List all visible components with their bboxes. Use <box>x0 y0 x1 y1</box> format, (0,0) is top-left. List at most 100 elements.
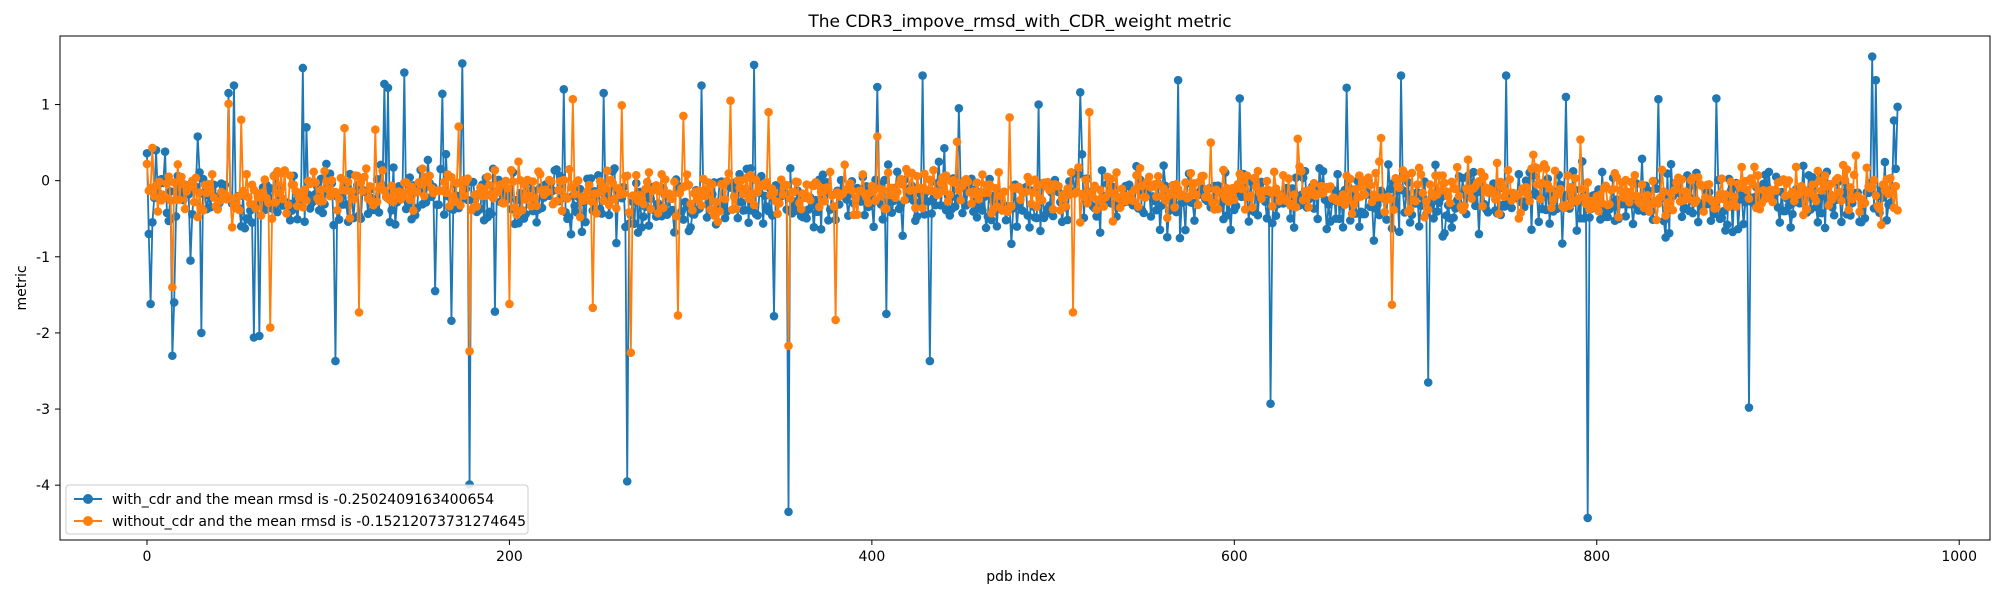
data-point <box>1423 378 1433 387</box>
data-point <box>320 166 329 176</box>
data-point <box>749 60 759 70</box>
data-point <box>532 218 541 227</box>
data-point <box>334 194 344 204</box>
data-point <box>1824 201 1834 210</box>
data-point <box>1146 212 1156 221</box>
data-point <box>1541 164 1551 173</box>
data-point <box>265 323 275 332</box>
data-point <box>660 175 670 184</box>
data-point <box>148 143 157 153</box>
data-point <box>1788 209 1797 219</box>
data-point <box>1548 196 1558 205</box>
data-point <box>332 205 342 215</box>
data-point <box>820 196 830 206</box>
data-point <box>860 210 869 220</box>
data-point <box>1173 75 1183 85</box>
legend-frame <box>65 484 529 535</box>
data-point <box>702 213 712 222</box>
data-point <box>898 180 907 189</box>
data-point <box>1625 198 1634 207</box>
data-point <box>162 179 172 188</box>
data-point <box>1891 164 1901 174</box>
data-point <box>186 256 195 265</box>
legend-marker-without-cdr <box>83 516 93 526</box>
data-point <box>778 190 788 200</box>
data-point <box>851 193 860 203</box>
data-point <box>343 177 353 187</box>
data-point <box>242 169 251 179</box>
data-point <box>365 182 375 191</box>
data-point <box>831 215 840 225</box>
data-point <box>782 180 791 190</box>
data-point <box>271 198 280 207</box>
data-point <box>764 107 773 117</box>
data-point <box>1837 196 1846 206</box>
data-point <box>702 185 712 195</box>
data-point <box>1230 195 1239 205</box>
data-point <box>144 229 154 239</box>
data-point <box>514 157 523 166</box>
data-point <box>612 238 621 248</box>
data-point <box>1471 201 1480 211</box>
data-point <box>566 183 576 192</box>
data-point <box>1349 200 1359 209</box>
data-point <box>1342 83 1351 93</box>
data-point <box>1266 399 1275 409</box>
data-point <box>1576 135 1585 144</box>
data-point <box>490 165 500 175</box>
data-point <box>300 217 309 226</box>
data-point <box>1603 212 1612 222</box>
data-point <box>1001 215 1011 225</box>
data-point <box>1115 203 1125 212</box>
data-point <box>1322 224 1332 234</box>
data-point <box>1289 190 1299 199</box>
data-point <box>1048 211 1058 221</box>
data-point <box>775 199 784 208</box>
data-point <box>840 160 849 170</box>
data-point <box>1775 218 1785 227</box>
data-point <box>153 207 163 216</box>
data-point <box>168 282 177 292</box>
data-point <box>204 179 213 189</box>
data-point <box>1257 194 1266 204</box>
data-point <box>378 166 387 175</box>
data-point <box>213 205 222 214</box>
data-point <box>1141 193 1150 202</box>
data-point <box>1420 212 1429 222</box>
data-point <box>1529 150 1538 160</box>
x-axis-label: pdb index <box>986 569 1055 585</box>
data-point <box>1753 171 1763 180</box>
data-point <box>1480 172 1489 181</box>
data-point <box>329 220 338 230</box>
data-point <box>639 199 648 209</box>
data-point <box>293 214 302 224</box>
data-point <box>1066 168 1076 177</box>
data-point <box>264 198 273 208</box>
data-point <box>284 200 293 210</box>
data-point <box>1023 211 1033 220</box>
data-point <box>1355 222 1364 232</box>
data-point <box>1414 222 1424 231</box>
data-point <box>954 104 964 113</box>
data-point <box>1860 198 1870 208</box>
data-point <box>273 207 282 217</box>
data-point <box>708 180 717 189</box>
data-point <box>316 185 326 195</box>
data-point <box>751 175 761 185</box>
data-point <box>697 201 706 210</box>
data-point <box>805 195 815 205</box>
data-point <box>900 195 909 205</box>
data-point <box>240 223 250 233</box>
data-point <box>622 171 632 181</box>
data-point <box>564 212 574 222</box>
data-point <box>929 165 938 175</box>
data-point <box>1166 188 1176 197</box>
data-point <box>1536 194 1545 204</box>
data-point <box>746 164 755 173</box>
data-point <box>983 188 993 197</box>
data-point <box>604 210 614 220</box>
data-point <box>1447 223 1457 232</box>
data-point <box>610 164 619 173</box>
data-point <box>423 155 433 165</box>
data-point <box>436 164 445 174</box>
